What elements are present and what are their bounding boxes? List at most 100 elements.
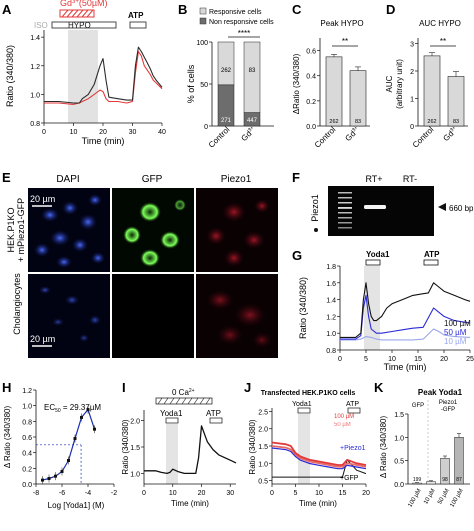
f-band-rtplus	[364, 205, 386, 209]
i-ca-hatch	[157, 397, 211, 405]
panel-letter-k: K	[374, 380, 384, 395]
d-n-label: 83	[453, 119, 459, 125]
legend-nonresponsive-swatch	[199, 17, 207, 25]
h-xtick-label: -6	[59, 490, 65, 497]
f-band-size: 660 bp	[449, 204, 474, 213]
a-xtick-label: 40	[158, 129, 166, 136]
e-col-gfp: GFP	[142, 174, 163, 185]
i-atp-bar	[209, 417, 223, 424]
panel-i: I 0 Ca2+ Yoda1 ATP 1.0 1.5 2.0 0 10 20 30 Rat…	[121, 380, 237, 508]
k-bar	[412, 482, 422, 485]
c-xtick-control: Control	[313, 125, 338, 150]
atp-bar	[129, 21, 147, 29]
d-significance: **	[440, 37, 446, 46]
k-n-label: 199	[413, 477, 422, 483]
b-ytick-label: 100	[196, 40, 208, 47]
panel-c: C Peak HYPO 0.0 0.2 0.4 0.6 262 83 ** ΔRatio…	[292, 2, 370, 150]
panel-j: J Transfected HEK.P1KO cells Yoda1 ATP 0…	[244, 380, 370, 508]
g-yoda-bar	[365, 259, 381, 266]
k-ytick-label: 0.5	[394, 459, 404, 466]
j-ytick-label: 1.5	[258, 444, 268, 451]
legend-responsive-label: Responsive cells	[209, 9, 262, 16]
a-xtick-label: 30	[129, 129, 137, 136]
c-xtick-gd: Gd3+	[343, 125, 361, 143]
j-line-gfp	[272, 459, 367, 478]
j-atp-bar	[347, 407, 361, 414]
d-bar	[423, 55, 441, 127]
panel-letter-f: F	[292, 170, 300, 185]
k-n-label: 87	[456, 477, 462, 483]
panel-f: F Piezo1 RT+ RT- 660 bp	[292, 170, 474, 236]
h-ytick-label: 0.6	[22, 435, 32, 442]
b-count-label: 271	[221, 118, 232, 124]
e-gfp-row2-image	[112, 274, 194, 358]
k-xtick-2: 50 µM	[437, 488, 451, 506]
k-group-piezo1: Piezo1	[439, 400, 458, 406]
f-lane-rtplus: RT+	[365, 174, 382, 184]
j-yoda-label: Yoda1	[292, 401, 312, 408]
i-ylabel: Ratio (340/380)	[121, 419, 130, 474]
panel-h: H 0.0 0.2 0.4 0.6 0.8 1.0 1.2 -8 -6 -4 -2 EC50 = …	[2, 380, 117, 510]
g-atp-label: ATP	[424, 250, 440, 259]
g-legend-100: 100 µM	[444, 319, 471, 328]
k-group-gfp: GFP	[412, 403, 424, 409]
hypo-shade	[68, 30, 98, 123]
i-line	[144, 425, 237, 475]
iso-hypo-bar	[51, 21, 117, 29]
a-xtick-label: 0	[42, 129, 46, 136]
a-ytick-label: 1.2	[30, 64, 40, 71]
g-ylabel: Ratio (340/380)	[298, 277, 308, 339]
g-ytick-label: 0.8	[326, 348, 336, 355]
a-line-gd	[44, 50, 163, 105]
a-ytick-label: 1.0	[30, 92, 40, 99]
b-significance: ****	[238, 29, 250, 38]
i-atp-label: ATP	[206, 409, 221, 418]
k-ytick-label: 1.0	[394, 435, 404, 442]
j-line-50	[271, 445, 367, 468]
panel-letter-b: B	[178, 2, 187, 17]
d-ylabel: AUC	[385, 75, 394, 92]
g-xtick-label: 15	[414, 356, 422, 363]
e-col-piezo1: Piezo1	[221, 174, 252, 185]
k-group-piezo1-gfp: -GFP	[441, 407, 455, 413]
f-marker-dot	[314, 228, 318, 232]
j-atp-label: ATP	[346, 401, 359, 408]
h-xtick-label: -2	[111, 490, 117, 497]
g-xtick-label: 10	[388, 356, 396, 363]
b-count-label: 83	[249, 68, 256, 74]
c-ytick-label: 0.0	[306, 124, 316, 131]
i-yoda-shade	[166, 424, 178, 484]
a-xlabel: Time (min)	[82, 136, 125, 146]
d-n-label: 262	[427, 119, 436, 125]
g-xtick-label: 0	[338, 356, 342, 363]
g-yoda-shade	[364, 266, 380, 350]
e-scale-label-1: 20 µm	[30, 194, 55, 204]
i-ytick-label: 2.0	[130, 419, 140, 426]
d-ytick-label: 2	[410, 69, 414, 76]
b-count-label: 262	[221, 68, 232, 74]
c-n-label: 262	[329, 119, 338, 125]
k-title: Peak Yoda1	[418, 388, 463, 397]
panel-letter-a: A	[2, 2, 12, 17]
d-ytick-label: 3	[410, 42, 414, 49]
panel-letter-i: I	[122, 380, 126, 395]
j-piezo-label: +Piezo1	[340, 445, 366, 452]
k-xtick-3: 100 µM	[449, 488, 464, 508]
c-bar	[349, 70, 367, 127]
g-atp-bar	[423, 259, 439, 266]
j-legend-50: 50 µM	[334, 422, 351, 428]
j-ytick-label: 2.5	[258, 409, 268, 416]
panel-letter-c: C	[292, 2, 302, 17]
gd-label: Gd3+(50µM)	[60, 0, 108, 8]
k-ytick-label: 1.5	[394, 412, 404, 419]
g-xtick-label: 5	[364, 356, 368, 363]
h-ytick-label: 0.0	[22, 482, 32, 489]
j-xlabel: Time (min)	[299, 499, 337, 508]
j-line-100	[271, 441, 367, 466]
j-line-piezo1	[271, 447, 367, 470]
a-ytick-label: 1.4	[30, 35, 40, 42]
g-xtick-label: 25	[466, 356, 474, 363]
k-n-label: 98	[442, 477, 448, 483]
i-xtick-label: 20	[198, 490, 206, 497]
hypo-label: HYPO	[68, 21, 91, 30]
